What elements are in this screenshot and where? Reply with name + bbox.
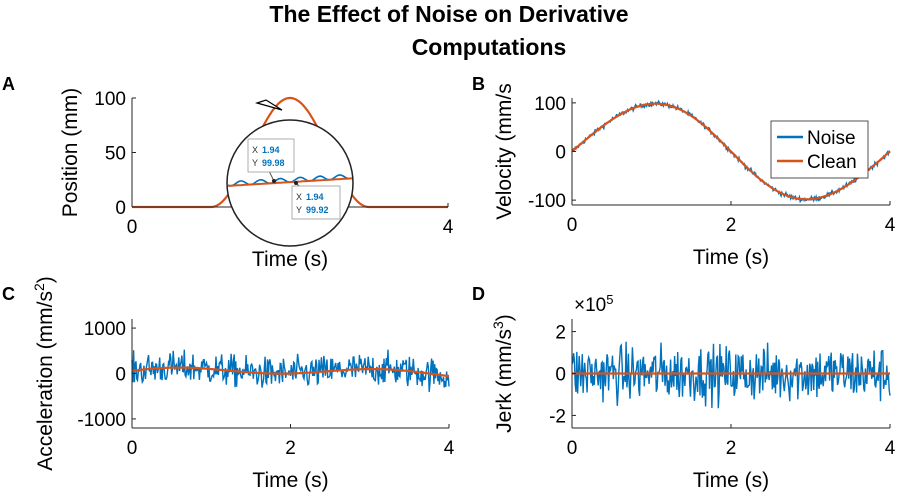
inset-clean-line bbox=[228, 177, 352, 187]
legend-box bbox=[770, 120, 869, 179]
y-tick-label: 0 bbox=[555, 365, 566, 386]
datatip-2-x-label: X bbox=[296, 192, 302, 202]
zoom-inset: X 1.94 Y 99.98 X 1.94 Y 99.92 bbox=[226, 99, 354, 247]
y-tick-label: -2 bbox=[549, 406, 566, 427]
datatip-2-y-value: 99.92 bbox=[306, 205, 329, 215]
figure-title-line1: The Effect of Noise on Derivative bbox=[269, 1, 628, 27]
datatip-2-y-label: Y bbox=[296, 205, 302, 215]
x-tick-label: 2 bbox=[726, 215, 737, 236]
inset-pointer bbox=[254, 99, 283, 111]
datatip-1-x-label: X bbox=[252, 145, 258, 155]
x-tick-label: 0 bbox=[127, 217, 138, 238]
y-tick-label: 0 bbox=[115, 198, 126, 219]
panel-letter-c: C bbox=[2, 284, 15, 304]
x-tick-label: 4 bbox=[444, 438, 455, 459]
datatip-1-marker bbox=[272, 179, 276, 183]
datatip-1-y-label: Y bbox=[252, 158, 258, 168]
series-clean-line bbox=[571, 102, 891, 201]
y-tick-label: 2 bbox=[555, 323, 566, 344]
y-tick-label: 0 bbox=[555, 143, 566, 164]
x-tick-label: 2 bbox=[726, 438, 737, 459]
datatip-2-x-value: 1.94 bbox=[306, 192, 324, 202]
series-clean-line bbox=[131, 366, 450, 378]
datatip-2-box bbox=[291, 185, 341, 220]
panel-letter-a: A bbox=[2, 74, 15, 94]
panel-letter-b: B bbox=[472, 74, 485, 94]
x-axis-label: Time (s) bbox=[693, 246, 769, 269]
y-axis-exponent: ×105 bbox=[574, 292, 613, 317]
x-tick-label: 4 bbox=[885, 438, 896, 459]
panel-letter-d: D bbox=[472, 284, 485, 304]
y-axis-label: Jerk (mm/s3) bbox=[490, 314, 516, 433]
x-tick-label: 0 bbox=[567, 438, 578, 459]
y-axis-label: Velocity (mm/s bbox=[493, 83, 516, 220]
legend-label-clean: Clean bbox=[807, 152, 857, 173]
y-tick-label: 0 bbox=[115, 365, 126, 386]
legend-label-noise: Noise bbox=[807, 128, 856, 149]
x-tick-label: 4 bbox=[443, 217, 454, 238]
y-tick-label: -100 bbox=[528, 191, 566, 212]
x-tick-label: 0 bbox=[567, 215, 578, 236]
y-tick-label: 100 bbox=[94, 89, 126, 110]
datatip-2-marker bbox=[294, 181, 298, 185]
y-tick-label: -1000 bbox=[77, 410, 126, 431]
panel-a-position-chart: 0 4 0 50 100 Time (s) Position (mm) bbox=[59, 88, 454, 271]
x-axis-label: Time (s) bbox=[693, 469, 769, 492]
y-axis-label: Acceleration (mm/s2) bbox=[31, 276, 57, 471]
x-axis-label: Time (s) bbox=[252, 248, 328, 271]
y-tick-label: 1000 bbox=[84, 319, 126, 340]
datatip-1-box bbox=[247, 138, 295, 173]
x-tick-label: 4 bbox=[885, 215, 896, 236]
datatip-1-y-value: 99.98 bbox=[262, 158, 285, 168]
x-tick-label: 0 bbox=[127, 438, 138, 459]
series-noise-line bbox=[571, 341, 891, 409]
datatip-1[interactable]: X 1.94 Y 99.98 bbox=[247, 138, 295, 183]
datatip-2[interactable]: X 1.94 Y 99.92 bbox=[291, 181, 341, 220]
y-tick-label: 50 bbox=[105, 144, 126, 165]
y-tick-label: 100 bbox=[534, 94, 566, 115]
figure-title-line2: Computations bbox=[412, 34, 567, 60]
x-tick-label: 2 bbox=[285, 438, 296, 459]
y-axis-label: Position (mm) bbox=[59, 88, 82, 218]
x-axis-label: Time (s) bbox=[252, 469, 328, 492]
datatip-1-x-value: 1.94 bbox=[262, 145, 280, 155]
